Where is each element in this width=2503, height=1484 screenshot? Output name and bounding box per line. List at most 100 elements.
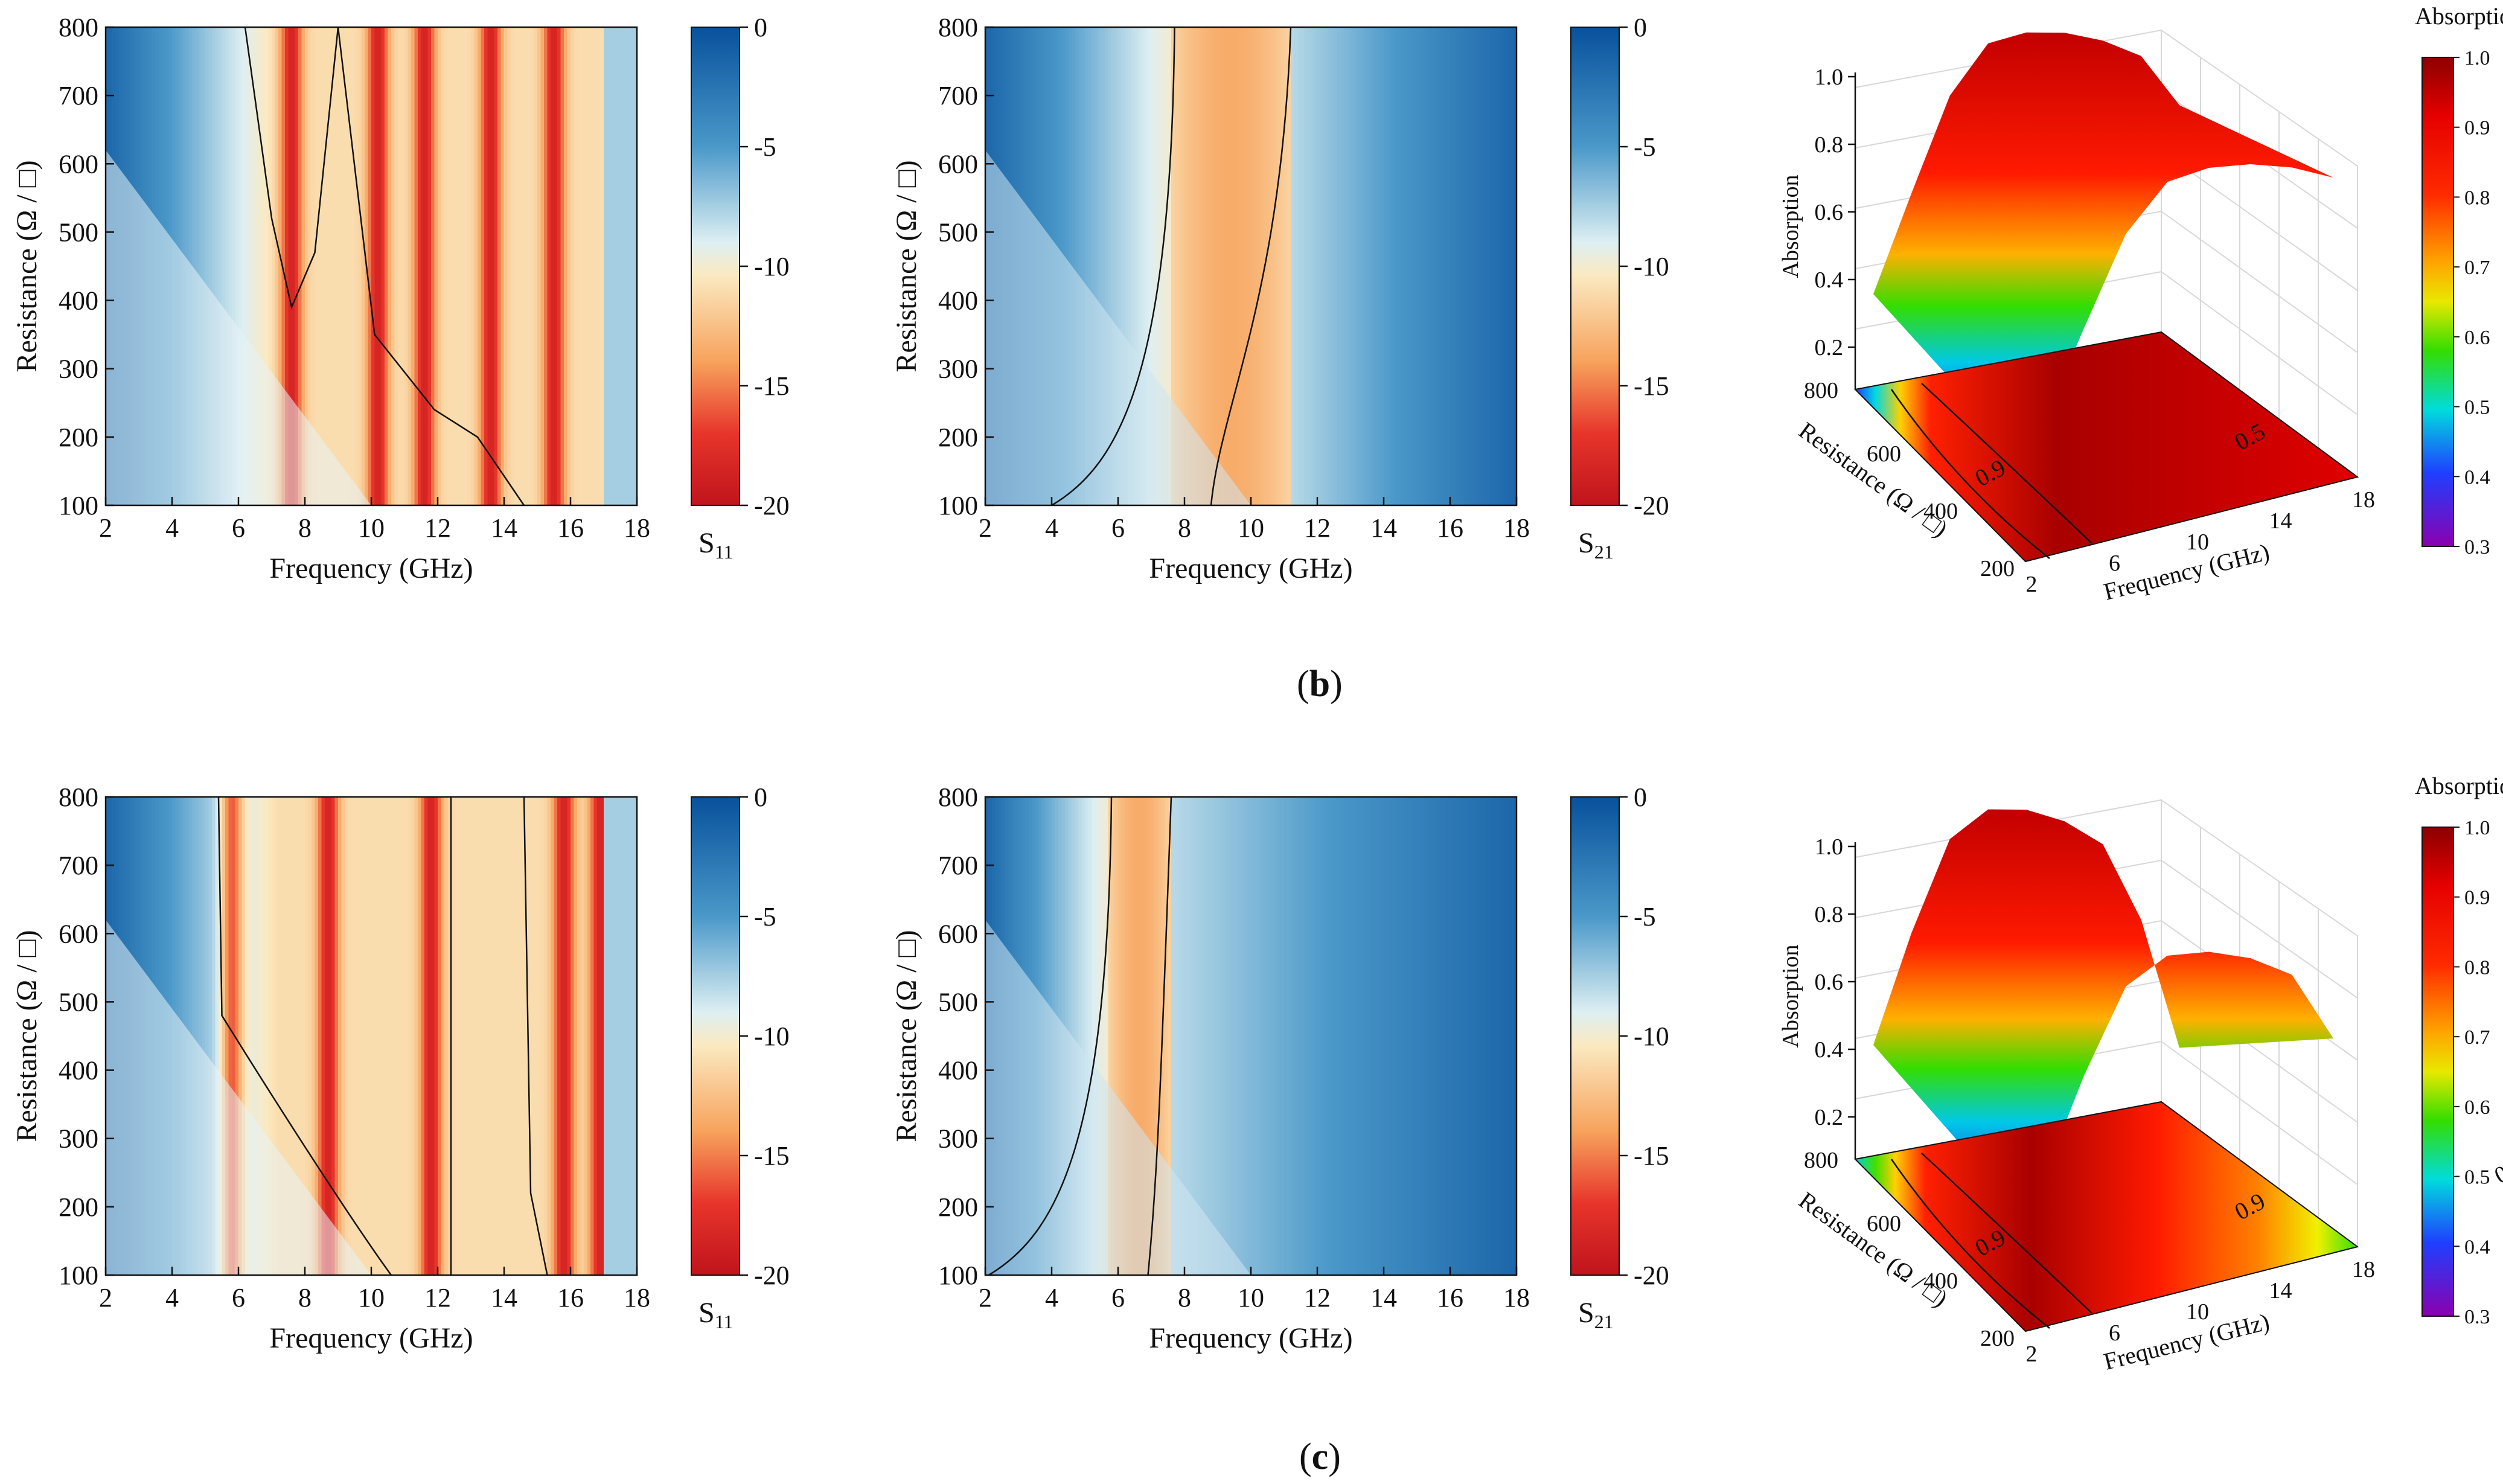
heatmap-column bbox=[1437, 27, 1441, 505]
heatmap-column bbox=[1241, 27, 1245, 505]
z-tick-label: 0.4 bbox=[1815, 1037, 1844, 1063]
colorbar-tick-label: 0.3 bbox=[2464, 1306, 2490, 1328]
heatmap-column bbox=[308, 27, 312, 505]
heatmap-column bbox=[318, 27, 322, 505]
heatmap-column bbox=[487, 27, 491, 505]
heatmap-column bbox=[212, 27, 216, 505]
heatmap-column bbox=[1138, 797, 1142, 1275]
heatmap-column bbox=[454, 797, 458, 1275]
y-tick-label: 500 bbox=[59, 987, 98, 1017]
heatmap-column bbox=[531, 27, 535, 505]
contour-line bbox=[523, 796, 548, 1276]
x-tick-label: 6 bbox=[1111, 1283, 1125, 1313]
colorbar-tick-label: -5 bbox=[1634, 902, 1656, 932]
heatmap-column bbox=[1433, 797, 1437, 1275]
heatmap-column bbox=[607, 797, 611, 1275]
heatmap-column bbox=[444, 27, 449, 505]
heatmap-column bbox=[215, 27, 219, 505]
heatmap-column bbox=[1118, 27, 1122, 505]
heatmap-column bbox=[295, 797, 299, 1275]
heatmap-column bbox=[593, 27, 598, 505]
colorbar-ramp bbox=[691, 796, 740, 1276]
x-tick-label: 14 bbox=[1370, 513, 1397, 543]
heatmap-column bbox=[261, 797, 266, 1275]
heatmap-column bbox=[248, 797, 252, 1275]
heatmap-column bbox=[574, 27, 578, 505]
heatmap-column bbox=[1098, 797, 1102, 1275]
chart-c-s21: 2 4 6 8 10 12 14 16 18 100 200 300 400 500 600 700 800 Fr… bbox=[890, 782, 1669, 1354]
contour-line bbox=[217, 796, 392, 1276]
heatmap-column bbox=[1360, 797, 1364, 1275]
heatmap-column bbox=[593, 797, 598, 1275]
heatmap-column bbox=[338, 27, 342, 505]
low-resistance-wedge bbox=[985, 920, 1251, 1275]
colorbar-tick-label: -15 bbox=[754, 371, 790, 401]
heatmap-column bbox=[321, 797, 325, 1275]
contour-line bbox=[988, 796, 1113, 1276]
y-tick-label: 800 bbox=[1804, 1148, 1838, 1173]
heatmap-column bbox=[1284, 797, 1288, 1275]
heatmap-column bbox=[1354, 27, 1358, 505]
heatmap-column bbox=[1184, 27, 1189, 505]
heatmap-column bbox=[192, 797, 196, 1275]
heatmap-column bbox=[1158, 797, 1162, 1275]
z-tick-label: 1.0 bbox=[1815, 834, 1844, 860]
heatmap-column bbox=[1433, 27, 1437, 505]
heatmap-column bbox=[1145, 27, 1149, 505]
heatmap-column bbox=[1131, 27, 1136, 505]
colorbar: 0 -5 -10 -15 -20 S21 bbox=[1570, 13, 1669, 563]
heatmap-column bbox=[1317, 797, 1322, 1275]
heatmap-column bbox=[371, 27, 376, 505]
y-tick-label: 600 bbox=[938, 149, 978, 179]
heatmap-column bbox=[241, 797, 246, 1275]
heatmap-column bbox=[414, 27, 418, 505]
heatmap-column bbox=[1397, 797, 1401, 1275]
heatmap-column bbox=[613, 27, 618, 505]
y-tick-label: 600 bbox=[59, 149, 98, 179]
heatmap-column bbox=[458, 797, 462, 1275]
x-axis-label: Frequency (GHz) bbox=[269, 552, 473, 584]
heatmap-column bbox=[1446, 797, 1451, 1275]
heatmap-column bbox=[1291, 27, 1295, 505]
z-axis-label: Absorption bbox=[1778, 175, 1803, 278]
heatmap-column bbox=[1168, 27, 1172, 505]
heatmap-column bbox=[1125, 27, 1129, 505]
heatmap-column bbox=[511, 27, 515, 505]
heatmap-column bbox=[394, 27, 398, 505]
heatmap-column bbox=[1231, 797, 1235, 1275]
heatmap-column bbox=[278, 27, 283, 505]
heatmap-column bbox=[219, 27, 223, 505]
heatmap-column bbox=[1373, 797, 1378, 1275]
heatmap-column bbox=[301, 27, 305, 505]
heatmap-column bbox=[278, 797, 283, 1275]
x-tick-label: 8 bbox=[298, 1283, 312, 1313]
heatmap-column bbox=[1204, 27, 1209, 505]
heatmap-column bbox=[494, 27, 498, 505]
heatmap-column bbox=[1506, 27, 1510, 505]
heatmap-column bbox=[1430, 797, 1434, 1275]
heatmap-column bbox=[1092, 797, 1096, 1275]
heatmap-column bbox=[471, 27, 475, 505]
heatmap-column bbox=[1108, 27, 1112, 505]
heatmap-column bbox=[295, 27, 299, 505]
heatmap-column bbox=[245, 797, 249, 1275]
heatmap-column bbox=[1327, 797, 1331, 1275]
heatmap-column bbox=[1085, 797, 1089, 1275]
heatmap-column bbox=[225, 27, 229, 505]
floor-contour-map bbox=[1853, 331, 2359, 563]
heatmap-column bbox=[624, 797, 628, 1275]
heatmap-column bbox=[633, 27, 638, 505]
y-axis-label: Resistance (Ω / □) bbox=[890, 930, 922, 1142]
heatmap-column bbox=[1201, 27, 1205, 505]
heatmap-column bbox=[404, 27, 409, 505]
heatmap-column bbox=[1473, 797, 1477, 1275]
heatmap-column bbox=[1466, 27, 1471, 505]
chart-c-s11: 2 4 6 8 10 12 14 16 18 100 200 300 400 500 600 700 800 Fr… bbox=[11, 782, 790, 1354]
heatmap-column bbox=[431, 27, 435, 505]
x-tick-label: 10 bbox=[358, 513, 385, 543]
heatmap-column bbox=[361, 27, 365, 505]
heatmap-column bbox=[1101, 27, 1105, 505]
heatmap-column bbox=[328, 797, 332, 1275]
x-tick-label: 2 bbox=[2026, 1342, 2038, 1367]
heatmap-column bbox=[1108, 797, 1112, 1275]
